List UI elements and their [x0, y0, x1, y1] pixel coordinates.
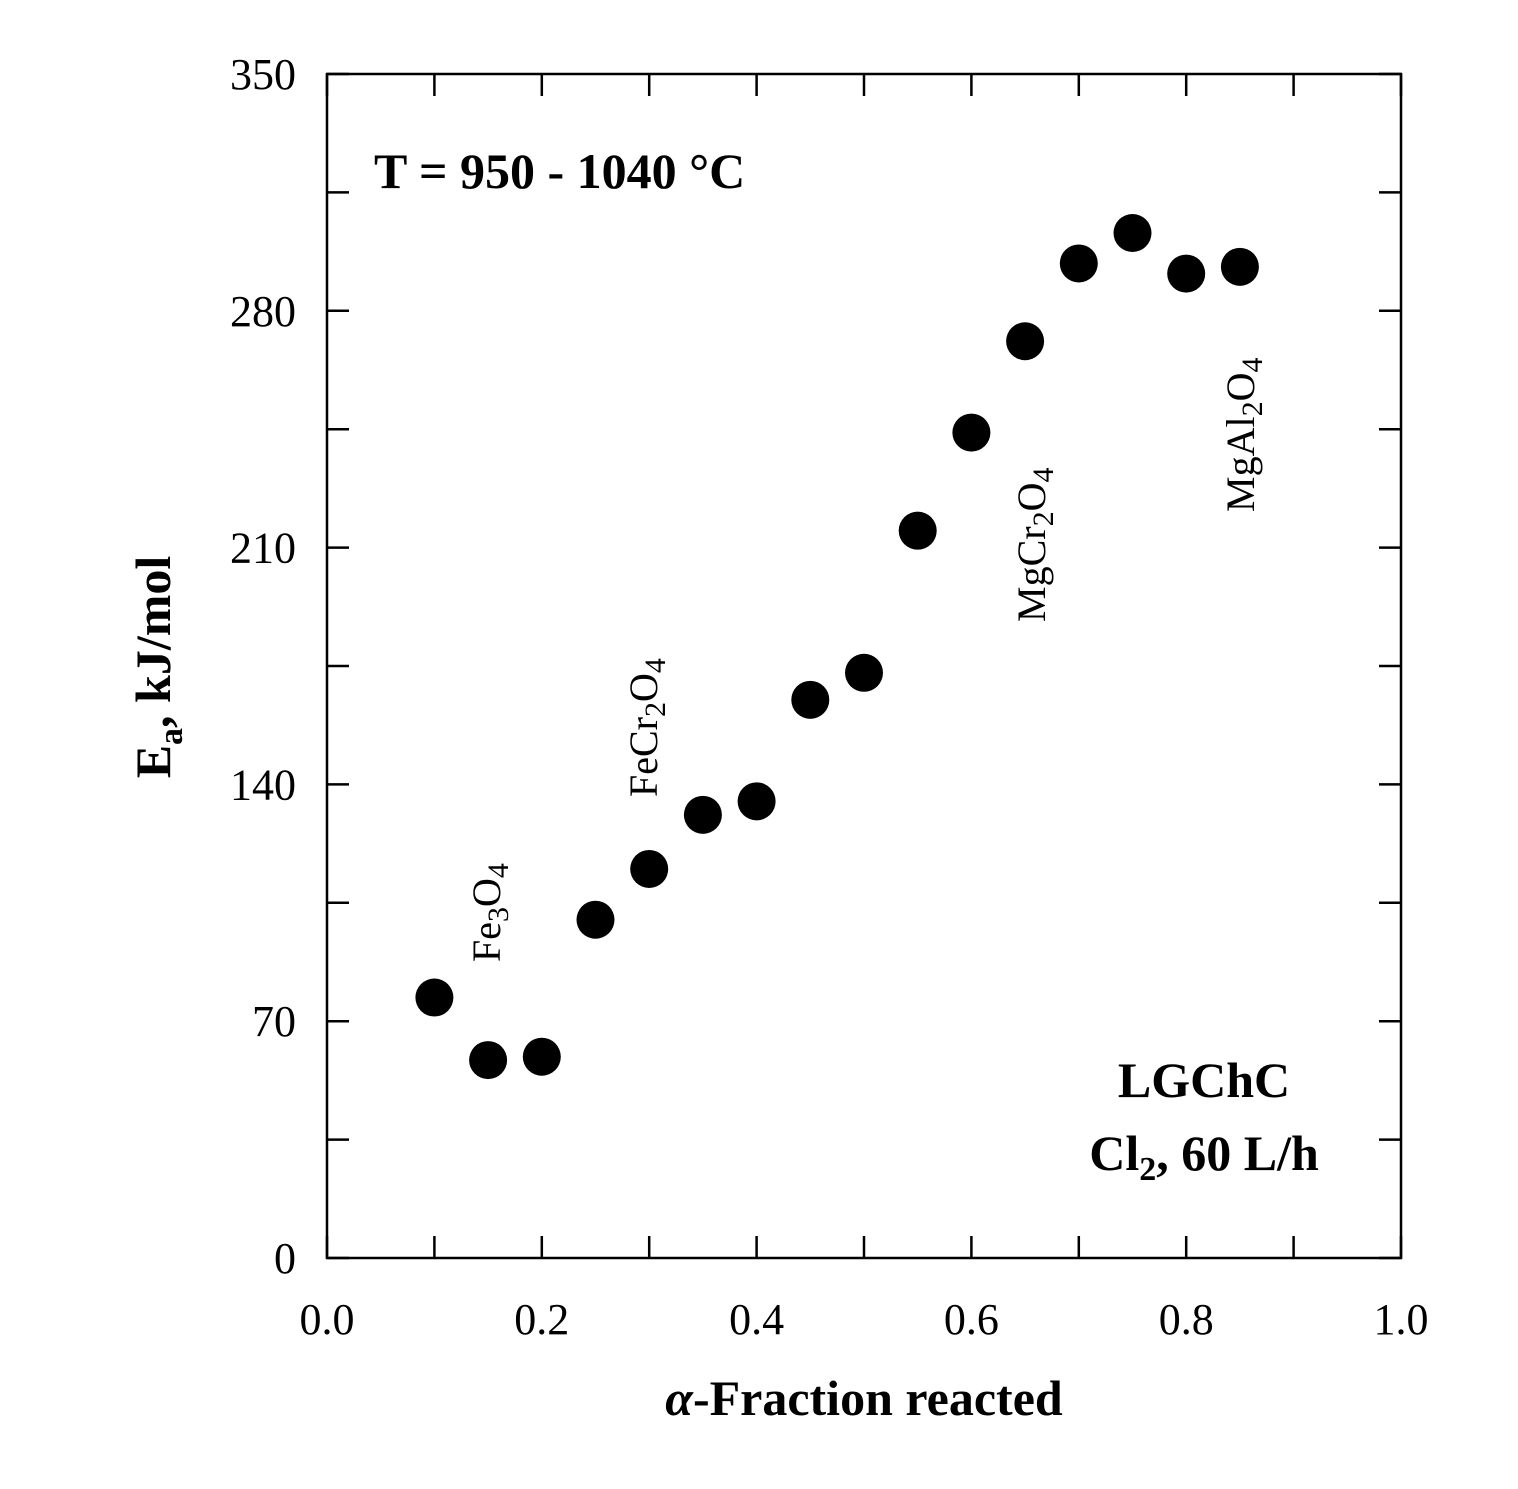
- x-tick-label: 0.2: [514, 1295, 569, 1344]
- phase-label-mgcr2o4-sub2: 4: [1027, 468, 1060, 483]
- phase-label-mgcr2o4-part1: MgCr: [1009, 526, 1054, 622]
- data-point: [1220, 247, 1259, 286]
- phase-label-fe3o4-part2: O: [464, 878, 509, 907]
- phase-label-fe3o4-sub2: 4: [482, 863, 515, 878]
- y-axis-title-e: E: [125, 745, 181, 778]
- material-annotation: LGChC: [1118, 1052, 1290, 1108]
- y-tick-label: 280: [230, 287, 296, 336]
- y-tick-label: 70: [252, 997, 296, 1046]
- data-points: [415, 213, 1259, 1080]
- gas-flow-annotation: Cl2, 60 L/h: [1089, 1125, 1319, 1188]
- data-point: [952, 413, 991, 452]
- y-axis-title: Ea, kJ/mol: [125, 556, 190, 779]
- data-point: [576, 900, 615, 939]
- data-point: [845, 653, 883, 692]
- x-tick-label: 0.6: [944, 1295, 999, 1344]
- x-tick-label: 1.0: [1374, 1295, 1429, 1344]
- data-point: [1113, 213, 1152, 252]
- phase-label-mgal2o4-sub1: 2: [1236, 401, 1269, 416]
- phase-label-fecr2o4-part1: FeCr: [621, 717, 666, 797]
- x-axis-title: α-Fraction reacted: [665, 1370, 1063, 1426]
- y-tick-labels: 0 70 140 210 280 350: [230, 50, 296, 1283]
- phase-label-fecr2o4-sub1: 2: [639, 702, 672, 717]
- data-point: [737, 782, 776, 821]
- phase-label-mgal2o4: MgAl2O4: [1218, 358, 1269, 512]
- data-point: [898, 511, 937, 550]
- gas-flow-cl: Cl: [1089, 1125, 1139, 1181]
- phase-label-fe3o4-sub1: 3: [482, 907, 515, 922]
- phase-label-fe3o4: Fe3O4: [464, 863, 515, 962]
- x-tick-label: 0.4: [729, 1295, 784, 1344]
- data-point: [1059, 244, 1098, 283]
- data-point: [1006, 322, 1045, 361]
- x-tick-label: 0.0: [300, 1295, 355, 1344]
- x-tick-labels: 0.0 0.2 0.4 0.6 0.8 1.0: [300, 1295, 1429, 1344]
- phase-label-mgal2o4-part1: MgAl: [1218, 416, 1263, 512]
- phase-label-mgcr2o4-sub1: 2: [1027, 511, 1060, 526]
- y-tick-label: 140: [230, 760, 296, 809]
- phase-label-mgcr2o4: MgCr2O4: [1009, 468, 1060, 622]
- y-tick-label: 350: [230, 50, 296, 99]
- data-point: [522, 1037, 561, 1076]
- gas-flow-rate: , 60 L/h: [1156, 1125, 1319, 1181]
- x-axis-title-alpha: α: [665, 1370, 694, 1426]
- gas-flow-subscript: 2: [1139, 1151, 1156, 1188]
- x-axis-title-text: -Fraction reacted: [693, 1370, 1063, 1426]
- data-point: [791, 680, 830, 719]
- phase-label-mgal2o4-part2: O: [1218, 373, 1263, 402]
- data-point: [415, 978, 454, 1017]
- phase-label-fecr2o4-part2: O: [621, 673, 666, 702]
- data-point: [630, 849, 669, 888]
- x-tick-label: 0.8: [1159, 1295, 1214, 1344]
- y-tick-label: 210: [230, 524, 296, 573]
- phase-label-fecr2o4-sub2: 4: [639, 658, 672, 673]
- phase-label-fe3o4-part1: Fe: [464, 922, 509, 962]
- temperature-annotation: T = 950 - 1040 °C: [374, 143, 745, 199]
- y-axis-title-subscript: a: [153, 728, 190, 745]
- axis-ticks: [325, 72, 1403, 1260]
- data-point: [683, 795, 722, 834]
- y-axis-title-units: , kJ/mol: [125, 556, 181, 728]
- data-point: [469, 1041, 508, 1080]
- y-tick-label: 0: [274, 1234, 296, 1283]
- phase-label-fecr2o4: FeCr2O4: [621, 658, 672, 797]
- phase-label-mgcr2o4-part2: O: [1009, 483, 1054, 512]
- phase-label-mgal2o4-sub2: 4: [1236, 358, 1269, 373]
- data-point: [1167, 254, 1206, 293]
